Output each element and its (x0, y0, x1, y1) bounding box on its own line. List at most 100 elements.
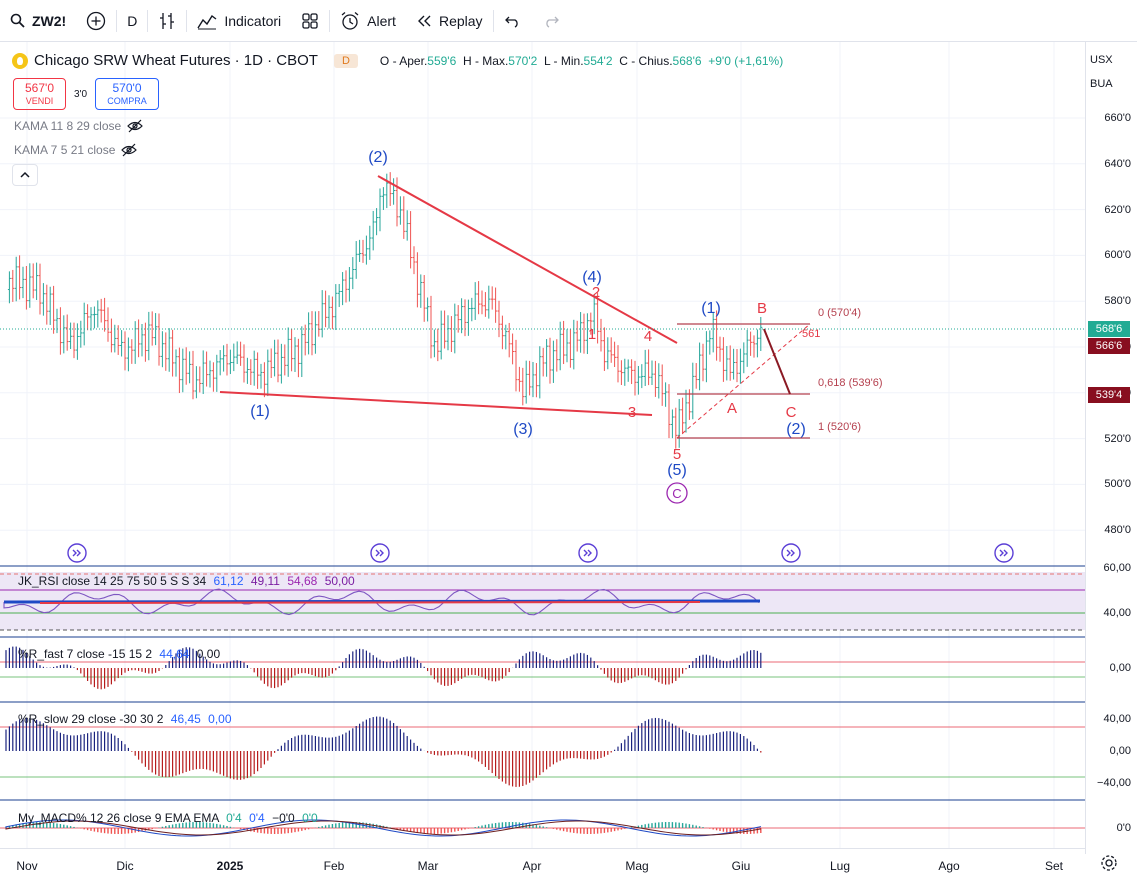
chart-canvas[interactable]: (2) (1) (3) (4) (5) (1) (2) 2 1 4 3 5 B … (0, 42, 1085, 854)
indicators-button[interactable]: Indicatori (187, 0, 291, 42)
chart-type-button[interactable] (148, 0, 186, 42)
candle (538, 346, 542, 399)
candle (415, 252, 419, 308)
price-scale[interactable]: USX BUA 660'0640'0620'0600'0580'0560'054… (1085, 42, 1137, 854)
candle (630, 359, 634, 385)
candle (395, 177, 399, 227)
replay-button[interactable]: Replay (406, 0, 493, 42)
candle (21, 266, 25, 299)
candle (647, 349, 651, 386)
candle (715, 310, 719, 361)
eye-hidden-icon[interactable] (121, 143, 138, 157)
rsi-legend[interactable]: JK_RSI close 14 25 75 50 5 S S 34 61,12 … (18, 574, 355, 588)
settings-gear-icon[interactable] (1100, 854, 1118, 872)
wave-label: 2 (592, 284, 600, 301)
candle (606, 337, 610, 370)
candle (266, 349, 270, 397)
candle (28, 263, 32, 308)
event-marker-icon[interactable] (578, 543, 598, 563)
symbol-search-button[interactable]: ZW2! (0, 0, 76, 42)
candle (684, 389, 688, 433)
indicators-icon (197, 14, 217, 29)
event-marker-icon[interactable] (67, 543, 87, 563)
candle (11, 269, 15, 302)
event-marker-icon[interactable] (781, 543, 801, 563)
eye-hidden-icon[interactable] (127, 119, 144, 133)
candle (460, 298, 464, 334)
candle (55, 308, 59, 334)
event-marker-icon[interactable] (370, 543, 390, 563)
candle (201, 350, 205, 395)
candle (164, 332, 168, 371)
bar-chart-icon (160, 12, 175, 29)
sell-button[interactable]: 567'0 VENDI (13, 78, 66, 110)
layouts-button[interactable] (291, 0, 329, 42)
macd-axis-label: 0'0 (1116, 822, 1131, 834)
r-slow-legend[interactable]: %R_slow 29 close -30 30 2 46,45 0,00 (18, 712, 232, 726)
buy-button[interactable]: 570'0 COMPRA (95, 78, 159, 110)
wave-label: 3 (628, 404, 636, 421)
candle (358, 239, 362, 262)
symbol-legend: Chicago SRW Wheat Futures · 1D · CBOT D … (12, 52, 783, 69)
downtrend-line[interactable] (377, 175, 678, 344)
price-axis-label: 620'0 (1104, 203, 1131, 216)
candle (385, 173, 389, 209)
candle (103, 297, 107, 332)
candle (205, 351, 209, 387)
candle (497, 300, 501, 338)
undo-button[interactable] (494, 0, 532, 42)
candle (504, 324, 508, 350)
candle (388, 172, 392, 206)
time-axis-label: Apr (522, 859, 542, 873)
currency-unit[interactable]: USX (1090, 54, 1113, 66)
candle (126, 337, 130, 372)
price-axis-label: 520'0 (1104, 432, 1131, 445)
candle (704, 331, 708, 383)
time-axis-label: 2025 (216, 859, 244, 873)
buy-price: 570'0 (112, 81, 142, 95)
event-marker-icon[interactable] (994, 543, 1014, 563)
chart-area[interactable]: (2) (1) (3) (4) (5) (1) (2) 2 1 4 3 5 B … (0, 42, 1137, 878)
candle (466, 299, 470, 336)
interval-button[interactable]: D (117, 0, 147, 42)
candle (92, 306, 96, 329)
wave-circle (666, 482, 688, 504)
rsi-level-line (39, 601, 701, 604)
alarm-clock-icon (341, 11, 359, 30)
r-fast-legend[interactable]: %R_fast 7 close -15 15 2 44,64 0,00 (18, 647, 221, 661)
fib-label: 1 (520'6) (818, 421, 861, 433)
macd-legend[interactable]: My_MACD% 12 26 close 9 EMA EMA 0'4 0'4 −… (18, 811, 318, 825)
candle (422, 275, 426, 322)
r-fast-axis-label: 0,00 (1109, 662, 1131, 674)
elliott-wave-drawings[interactable] (0, 175, 1085, 504)
divider (329, 9, 331, 32)
collapse-legend-button[interactable] (12, 164, 38, 186)
candle (409, 211, 413, 269)
time-axis-label: Ago (938, 859, 960, 873)
r-slow-axis-label: −40,00 (1097, 777, 1131, 789)
time-scale[interactable]: Nov Dic 2025 Feb Mar Apr Mag Giu Lug Ago Set (0, 848, 1085, 878)
candle (249, 359, 253, 386)
indicator-legend-kama-2[interactable]: KAMA 7 5 21 close (14, 143, 138, 157)
indicator-legend-kama-1[interactable]: KAMA 11 8 29 close (14, 119, 144, 133)
candle (531, 361, 535, 398)
indicators-label: Indicatori (224, 12, 282, 29)
event-markers[interactable] (67, 543, 1014, 563)
candle (171, 329, 175, 377)
wheat-logo-icon (12, 52, 28, 69)
candle (191, 350, 195, 400)
redo-button[interactable] (532, 0, 570, 42)
candle (378, 188, 382, 232)
add-symbol-button[interactable] (76, 0, 116, 42)
candle (551, 340, 555, 383)
candle (582, 313, 586, 354)
unit-selector[interactable]: BUA (1090, 78, 1113, 90)
support-line[interactable] (219, 391, 653, 416)
candle (443, 310, 447, 349)
alert-button[interactable]: Alert (330, 0, 406, 42)
candle (721, 337, 725, 382)
redo-icon (545, 16, 559, 28)
candle (235, 341, 239, 365)
candle (65, 314, 69, 351)
price-grid (0, 42, 1085, 848)
